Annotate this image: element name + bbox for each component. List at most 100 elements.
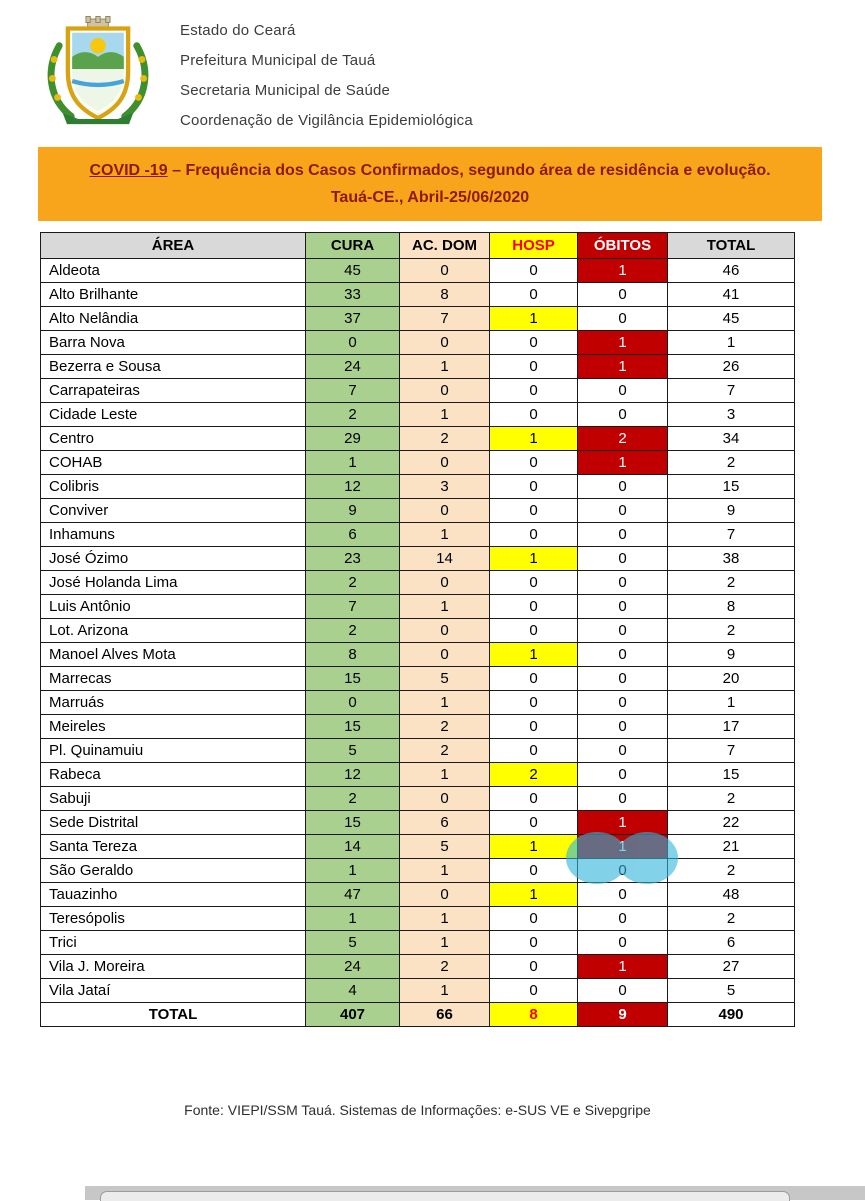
cell-cura: 1 [305, 906, 400, 931]
cell-cura: 12 [305, 762, 400, 787]
cell-obitos: 2 [577, 426, 668, 451]
cell-acdom: 2 [399, 426, 490, 451]
cell-hosp: 0 [489, 570, 578, 595]
cell-total: 2 [667, 450, 795, 475]
cell-obitos: 0 [577, 498, 668, 523]
cell-hosp: 0 [489, 930, 578, 955]
col-header-total: TOTAL [667, 232, 795, 259]
cell-acdom: 1 [399, 690, 490, 715]
document-letterhead: Estado do Ceará Prefeitura Municipal de … [42, 12, 473, 142]
cell-acdom: 0 [399, 618, 490, 643]
cell-area: Inhamuns [40, 522, 306, 547]
cell-area: Lot. Arizona [40, 618, 306, 643]
cell-total: 26 [667, 354, 795, 379]
table-header-row: ÁREA CURA AC. DOM HOSP ÓBITOS TOTAL [40, 232, 795, 259]
cell-obitos: 0 [577, 618, 668, 643]
table-row: Trici 5 1 0 0 6 [40, 930, 795, 955]
cell-cura: 24 [305, 954, 400, 979]
cell-obitos: 0 [577, 306, 668, 331]
cell-cura: 7 [305, 378, 400, 403]
cell-obitos: 1 [577, 954, 668, 979]
table-row: São Geraldo 1 1 0 0 2 [40, 858, 795, 883]
cell-obitos: 0 [577, 282, 668, 307]
cell-obitos: 1 [577, 354, 668, 379]
cell-obitos: 0 [577, 738, 668, 763]
cell-hosp: 1 [489, 642, 578, 667]
cell-acdom: 0 [399, 642, 490, 667]
table-row: Meireles 15 2 0 0 17 [40, 714, 795, 739]
cell-total: 15 [667, 474, 795, 499]
cell-obitos: 1 [577, 810, 668, 835]
col-header-hosp: HOSP [489, 232, 578, 259]
cell-acdom: 1 [399, 402, 490, 427]
cell-area: Marrecas [40, 666, 306, 691]
cell-total: 7 [667, 738, 795, 763]
cell-area: José Ózimo [40, 546, 306, 571]
cell-cura: 29 [305, 426, 400, 451]
source-footnote: Fonte: VIEPI/SSM Tauá. Sistemas de Infor… [184, 1102, 651, 1118]
cell-cura: 7 [305, 594, 400, 619]
org-secretariat-line: Secretaria Municipal de Saúde [180, 82, 391, 99]
org-text-block: Estado do Ceará Prefeitura Municipal de … [180, 12, 473, 142]
cell-cura: 5 [305, 930, 400, 955]
table-row: Conviver 9 0 0 0 9 [40, 498, 795, 523]
col-header-area: ÁREA [40, 232, 306, 259]
cell-hosp: 0 [489, 786, 578, 811]
table-row: Vila Jataí 4 1 0 0 5 [40, 978, 795, 1003]
table-row: Luis Antônio 7 1 0 0 8 [40, 594, 795, 619]
cell-area: Manoel Alves Mota [40, 642, 306, 667]
cell-obitos: 1 [577, 834, 668, 859]
cell-obitos: 0 [577, 666, 668, 691]
title-banner: COVID -19 – Frequência dos Casos Confirm… [38, 147, 822, 221]
cell-cura: 8 [305, 642, 400, 667]
cell-acdom: 1 [399, 906, 490, 931]
cell-area: Luis Antônio [40, 594, 306, 619]
cell-obitos: 0 [577, 522, 668, 547]
cell-obitos: 0 [577, 906, 668, 931]
org-municipality-line: Prefeitura Municipal de Tauá [180, 52, 376, 69]
table-row: Lot. Arizona 2 0 0 0 2 [40, 618, 795, 643]
table-row: Manoel Alves Mota 8 0 1 0 9 [40, 642, 795, 667]
cell-acdom: 6 [399, 810, 490, 835]
cell-acdom: 14 [399, 546, 490, 571]
cell-obitos: 0 [577, 690, 668, 715]
covid-cases-table: ÁREA CURA AC. DOM HOSP ÓBITOS TOTAL Alde… [40, 232, 795, 1027]
cell-total: 38 [667, 546, 795, 571]
cell-area: TOTAL [40, 1002, 306, 1027]
table-row: Santa Tereza 14 5 1 1 21 [40, 834, 795, 859]
table-row: Marrecas 15 5 0 0 20 [40, 666, 795, 691]
cell-total: 5 [667, 978, 795, 1003]
table-row: Sabuji 2 0 0 0 2 [40, 786, 795, 811]
cell-total: 7 [667, 378, 795, 403]
col-header-acdom: AC. DOM [399, 232, 490, 259]
cell-cura: 15 [305, 666, 400, 691]
cell-area: Teresópolis [40, 906, 306, 931]
cell-hosp: 0 [489, 450, 578, 475]
cell-acdom: 0 [399, 570, 490, 595]
cell-hosp: 0 [489, 498, 578, 523]
cell-acdom: 66 [399, 1002, 490, 1027]
cell-acdom: 5 [399, 666, 490, 691]
cell-obitos: 0 [577, 714, 668, 739]
cell-acdom: 3 [399, 474, 490, 499]
cell-total: 8 [667, 594, 795, 619]
table-row: Cidade Leste 2 1 0 0 3 [40, 402, 795, 427]
cell-obitos: 1 [577, 330, 668, 355]
cell-cura: 0 [305, 690, 400, 715]
cell-obitos: 0 [577, 786, 668, 811]
cell-acdom: 1 [399, 594, 490, 619]
cell-obitos: 1 [577, 258, 668, 283]
cell-obitos: 0 [577, 594, 668, 619]
cell-hosp: 0 [489, 618, 578, 643]
cell-total: 1 [667, 690, 795, 715]
banner-title-covid: COVID -19 [89, 161, 168, 179]
cell-area: São Geraldo [40, 858, 306, 883]
cell-total: 22 [667, 810, 795, 835]
cell-total: 490 [667, 1002, 795, 1027]
table-row: José Ózimo 23 14 1 0 38 [40, 546, 795, 571]
cell-hosp: 0 [489, 330, 578, 355]
cell-total: 7 [667, 522, 795, 547]
table-row: Vila J. Moreira 24 2 0 1 27 [40, 954, 795, 979]
cell-acdom: 0 [399, 882, 490, 907]
cell-hosp: 0 [489, 282, 578, 307]
